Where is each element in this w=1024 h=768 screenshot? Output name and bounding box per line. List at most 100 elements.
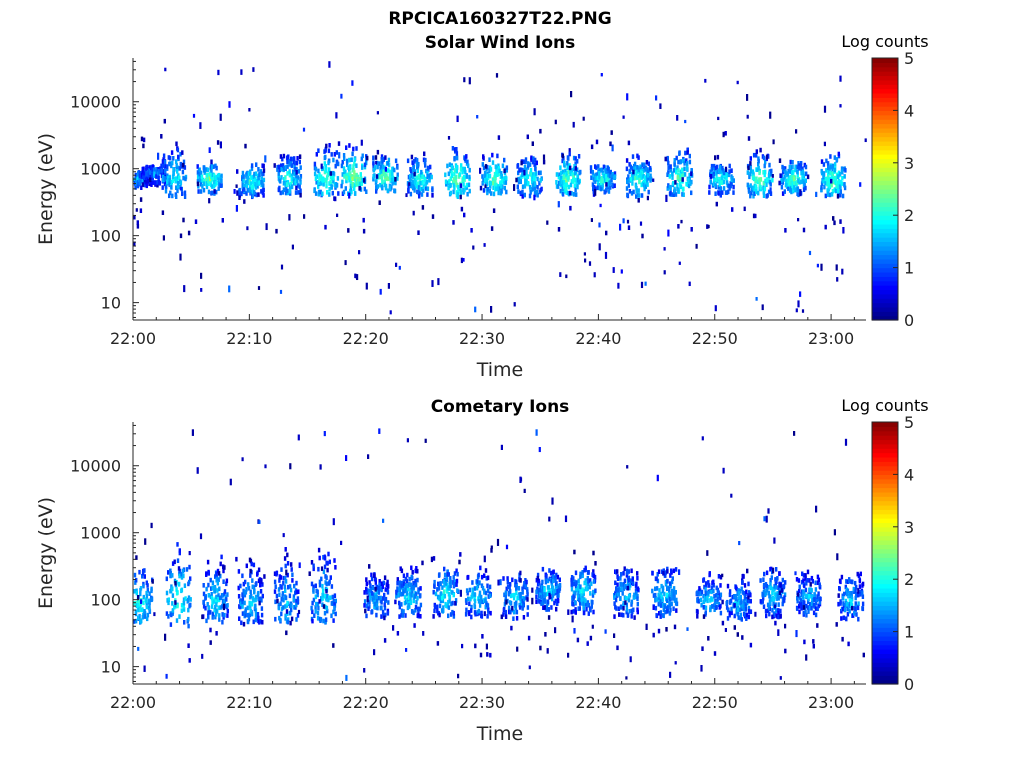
spectrogram-cell (241, 592, 244, 597)
spectrogram-cell (596, 185, 599, 191)
spectrogram-cell (133, 619, 136, 624)
spectrogram-cell (733, 613, 736, 619)
spectrogram-cell (594, 588, 597, 594)
spectrogram-cell (468, 601, 471, 607)
spectrogram-cell (722, 170, 726, 176)
spectrogram-cell (636, 586, 640, 591)
spectrogram-cell (749, 161, 752, 166)
spectrogram-cell (546, 591, 549, 597)
y-axis-label: Energy (eV) (35, 133, 57, 245)
spectrogram-cell (794, 164, 797, 170)
spectrogram-cell (497, 166, 500, 171)
spectrogram-cell (373, 165, 377, 170)
spectrogram-cell (495, 186, 498, 191)
spectrogram-cell (321, 166, 325, 171)
spectrogram-cell (574, 187, 577, 193)
spectrogram-cell (198, 167, 201, 173)
spectrogram-cell (516, 164, 519, 169)
spectrogram-cell (282, 580, 285, 586)
spectrogram-cell (171, 174, 175, 179)
spectrogram-cell (740, 617, 743, 622)
spectrogram-cell (563, 184, 566, 190)
spectrogram-cell (145, 180, 148, 185)
spectrogram-cell (509, 609, 512, 615)
spectrogram-cell (212, 184, 216, 189)
y-tick-label: 100 (90, 227, 121, 246)
spectrogram-cell (247, 586, 251, 591)
spectrogram-cell (651, 588, 654, 594)
spectrogram-cell (273, 589, 277, 594)
spectrogram-cell (840, 574, 844, 580)
spectrogram-cell (308, 571, 311, 576)
spectrogram-cell (400, 602, 403, 607)
spectrogram-cell (250, 601, 253, 606)
spectrogram-cell (700, 602, 703, 608)
spectrogram-cell (710, 163, 714, 169)
spectrogram-cell (462, 182, 465, 187)
spectrogram-cell (378, 161, 381, 166)
spectrogram-cell (625, 676, 628, 680)
spectrogram-cell (199, 170, 203, 176)
spectrogram-cell (669, 190, 672, 196)
spectrogram-cell (763, 571, 766, 577)
spectrogram-cell (633, 166, 636, 171)
spectrogram-cell (756, 179, 759, 184)
spectrogram-cell (405, 193, 408, 198)
spectrogram-cell (286, 619, 290, 625)
spectrogram-cell (498, 168, 501, 174)
spectrogram-cell (766, 587, 769, 593)
spectrogram-cell (187, 643, 190, 648)
spectrogram-cell (809, 582, 812, 587)
spectrogram-cell (171, 160, 174, 166)
spectrogram-cell (257, 590, 260, 596)
spectrogram-cell (630, 191, 634, 196)
spectrogram-cell (810, 588, 813, 593)
spectrogram-cell (587, 570, 590, 575)
spectrogram-cell (791, 164, 794, 170)
spectrogram-cell (283, 556, 287, 561)
spectrogram-cell (487, 609, 490, 614)
spectrogram-cell (258, 172, 261, 177)
spectrogram-cell (777, 614, 780, 620)
spectrogram-cell (290, 173, 293, 179)
spectrogram-cell (460, 163, 463, 168)
spectrogram-cell (505, 176, 508, 181)
spectrogram-cell (436, 587, 439, 592)
spectrogram-cell (390, 171, 394, 176)
spectrogram-cell (367, 606, 370, 611)
spectrogram-cell (668, 611, 672, 616)
spectrogram-cell (582, 601, 585, 607)
spectrogram-cell (447, 599, 450, 605)
spectrogram-cell (782, 177, 785, 182)
spectrogram-cell (314, 176, 318, 181)
spectrogram-cell (848, 598, 851, 603)
spectrogram-cell (331, 190, 334, 196)
spectrogram-cell (535, 189, 539, 195)
spectrogram-cell (836, 277, 839, 282)
spectrogram-cell (645, 623, 648, 630)
spectrogram-cell (589, 165, 593, 170)
spectrogram-cell (261, 171, 264, 177)
spectrogram-cell (497, 163, 500, 169)
spectrogram-cell (358, 176, 361, 182)
spectrogram-cell (445, 574, 449, 579)
spectrogram-cell (332, 157, 335, 163)
spectrogram-cell (189, 597, 192, 602)
spectrogram-cell (745, 598, 748, 604)
spectrogram-cell (353, 191, 357, 196)
spectrogram-cell (382, 170, 385, 175)
spectrogram-cell (721, 599, 724, 605)
spectrogram-cell (667, 229, 670, 237)
spectrogram-cell (674, 167, 677, 172)
spectrogram-cell (424, 186, 428, 191)
spectrogram-cell (470, 608, 473, 613)
spectrogram-cell (588, 261, 592, 266)
colorbar-segment (872, 110, 898, 116)
spectrogram-cell (788, 164, 791, 170)
spectrogram-cell (598, 171, 601, 176)
spectrogram-cell (142, 175, 146, 181)
spectrogram-cell (486, 165, 489, 170)
spectrogram-cell (240, 601, 243, 607)
spectrogram-cell (792, 187, 795, 193)
spectrogram-cell (781, 577, 784, 583)
